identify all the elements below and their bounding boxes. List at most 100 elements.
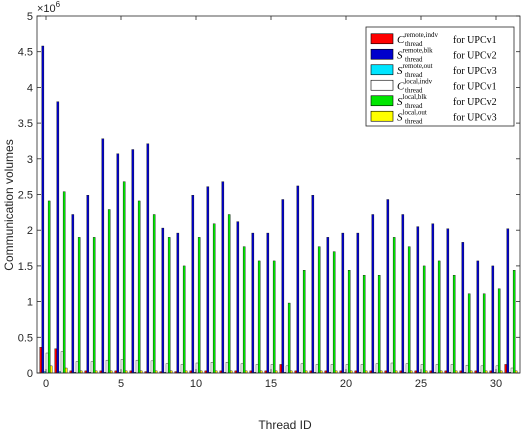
- bar-local-blk-thread-26: [437, 260, 441, 374]
- bar-remote-blk-thread-11: [206, 186, 210, 374]
- bar-remote-blk-thread-7: [146, 143, 150, 374]
- bar-local-indv-thread-4: [105, 359, 109, 374]
- bar-local-indv-thread-8: [165, 363, 169, 374]
- legend-swatch: [370, 95, 394, 107]
- y-tick-label: 3.5: [18, 118, 33, 130]
- y-tick-label: 2.5: [18, 190, 33, 202]
- bar-local-indv-thread-31: [510, 367, 514, 374]
- bar-local-out-thread-0: [50, 365, 53, 374]
- legend-swatch: [370, 48, 394, 60]
- bar-local-indv-thread-28: [465, 364, 469, 374]
- bar-local-indv-thread-27: [450, 364, 454, 374]
- bar-remote-blk-thread-27: [446, 228, 450, 374]
- bar-local-blk-thread-13: [242, 246, 246, 374]
- bar-remote-blk-thread-22: [371, 214, 375, 374]
- bar-remote-blk-thread-29: [476, 260, 480, 374]
- bar-remote-blk-thread-28: [461, 242, 465, 374]
- bar-local-indv-thread-22: [375, 363, 379, 374]
- legend-label: Sremote,out thread for UPCv3: [397, 62, 497, 79]
- bar-local-blk-thread-17: [302, 270, 306, 374]
- bar-local-blk-thread-28: [467, 293, 471, 374]
- y-tick-label: 1: [27, 297, 33, 309]
- bar-local-blk-thread-10: [197, 237, 201, 374]
- bar-local-indv-thread-1: [60, 351, 64, 374]
- bar-remote-blk-thread-2: [71, 214, 75, 374]
- bar-remote-blk-thread-18: [311, 195, 315, 374]
- bar-local-blk-thread-18: [317, 246, 321, 374]
- bar-local-blk-thread-0: [47, 200, 51, 374]
- bar-local-blk-thread-24: [407, 246, 411, 374]
- legend-swatch: [370, 64, 394, 76]
- bar-remote-indv-thread-31: [504, 364, 507, 374]
- bar-local-blk-thread-8: [167, 237, 171, 374]
- y-multiplier-exponent: 6: [56, 0, 61, 9]
- bar-remote-blk-thread-8: [161, 227, 165, 374]
- bar-remote-indv-thread-16: [279, 364, 282, 374]
- bar-remote-blk-thread-10: [191, 195, 195, 374]
- bar-local-blk-thread-5: [122, 181, 126, 374]
- bar-local-blk-thread-31: [512, 270, 516, 374]
- bar-local-blk-thread-1: [62, 191, 66, 374]
- x-tick-label: 0: [43, 378, 49, 390]
- bar-local-indv-thread-18: [315, 364, 319, 374]
- bar-remote-blk-thread-17: [296, 185, 300, 374]
- bar-remote-blk-thread-21: [356, 232, 360, 374]
- bar-local-indv-thread-29: [480, 365, 484, 374]
- bar-local-blk-thread-16: [287, 302, 291, 374]
- bar-remote-blk-thread-14: [251, 232, 255, 374]
- bar-remote-blk-thread-9: [176, 232, 180, 374]
- bar-local-indv-thread-24: [405, 363, 409, 374]
- bar-remote-blk-thread-26: [431, 223, 435, 374]
- ticks-layer: 0 5 10 15 20 25 30 0 0.5 1 1.5 2 2.5 3 3.5 4 4.5 5: [18, 11, 520, 390]
- bar-local-blk-thread-12: [227, 214, 231, 374]
- y-axis-title: Communication volumes: [2, 139, 16, 270]
- bar-local-indv-thread-3: [90, 361, 94, 374]
- bar-local-blk-thread-29: [482, 293, 486, 374]
- y-tick-label: 2: [27, 225, 33, 237]
- x-tick-label: 30: [490, 378, 502, 390]
- x-tick-label: 15: [265, 378, 277, 390]
- bar-local-indv-thread-21: [360, 364, 364, 374]
- bar-remote-blk-thread-12: [221, 181, 225, 374]
- bar-remote-blk-thread-19: [326, 237, 330, 374]
- bar-local-indv-thread-7: [150, 360, 154, 374]
- bar-local-indv-thread-26: [435, 364, 439, 374]
- x-tick-label: 10: [190, 378, 202, 390]
- y-tick-label: 3: [27, 154, 33, 166]
- x-axis-title: Thread ID: [258, 418, 312, 432]
- bar-local-blk-thread-23: [392, 237, 396, 374]
- bar-remote-blk-thread-16: [281, 199, 285, 374]
- bar-local-blk-thread-25: [422, 265, 426, 374]
- x-tick-label: 25: [415, 378, 427, 390]
- bar-remote-indv-thread-0: [39, 347, 42, 374]
- bar-local-blk-thread-6: [137, 200, 141, 374]
- x-tick-label: 20: [340, 378, 352, 390]
- bar-remote-blk-thread-24: [401, 214, 405, 374]
- bar-local-blk-thread-21: [362, 275, 366, 374]
- bar-local-indv-thread-17: [300, 363, 304, 374]
- bar-local-indv-thread-16: [285, 365, 289, 374]
- bar-local-indv-thread-12: [225, 362, 229, 374]
- legend-label: Slocal,out thread for UPCv3: [397, 108, 497, 125]
- x-tick-label: 5: [118, 378, 124, 390]
- legend-label: Slocal,blk thread for UPCv2: [397, 93, 497, 110]
- bar-local-blk-thread-11: [212, 223, 216, 374]
- bar-local-indv-thread-13: [240, 363, 244, 374]
- bar-local-blk-thread-7: [152, 214, 156, 374]
- bar-local-blk-thread-20: [347, 270, 351, 374]
- legend-swatch: [370, 79, 394, 91]
- bar-remote-blk-thread-4: [101, 138, 105, 374]
- bar-local-blk-thread-15: [272, 260, 276, 374]
- legend-label: Cremote,indv thread for UPCv1: [397, 31, 497, 48]
- bar-remote-blk-thread-6: [131, 149, 135, 374]
- bar-remote-blk-thread-0: [41, 45, 45, 374]
- bar-local-blk-thread-9: [182, 265, 186, 374]
- bar-local-indv-thread-14: [255, 364, 259, 374]
- bar-remote-blk-thread-3: [86, 195, 90, 374]
- bar-remote-blk-thread-20: [341, 232, 345, 374]
- y-tick-label: 4.5: [18, 47, 33, 59]
- y-tick-label: 0: [27, 368, 33, 380]
- bar-local-blk-thread-4: [107, 209, 111, 374]
